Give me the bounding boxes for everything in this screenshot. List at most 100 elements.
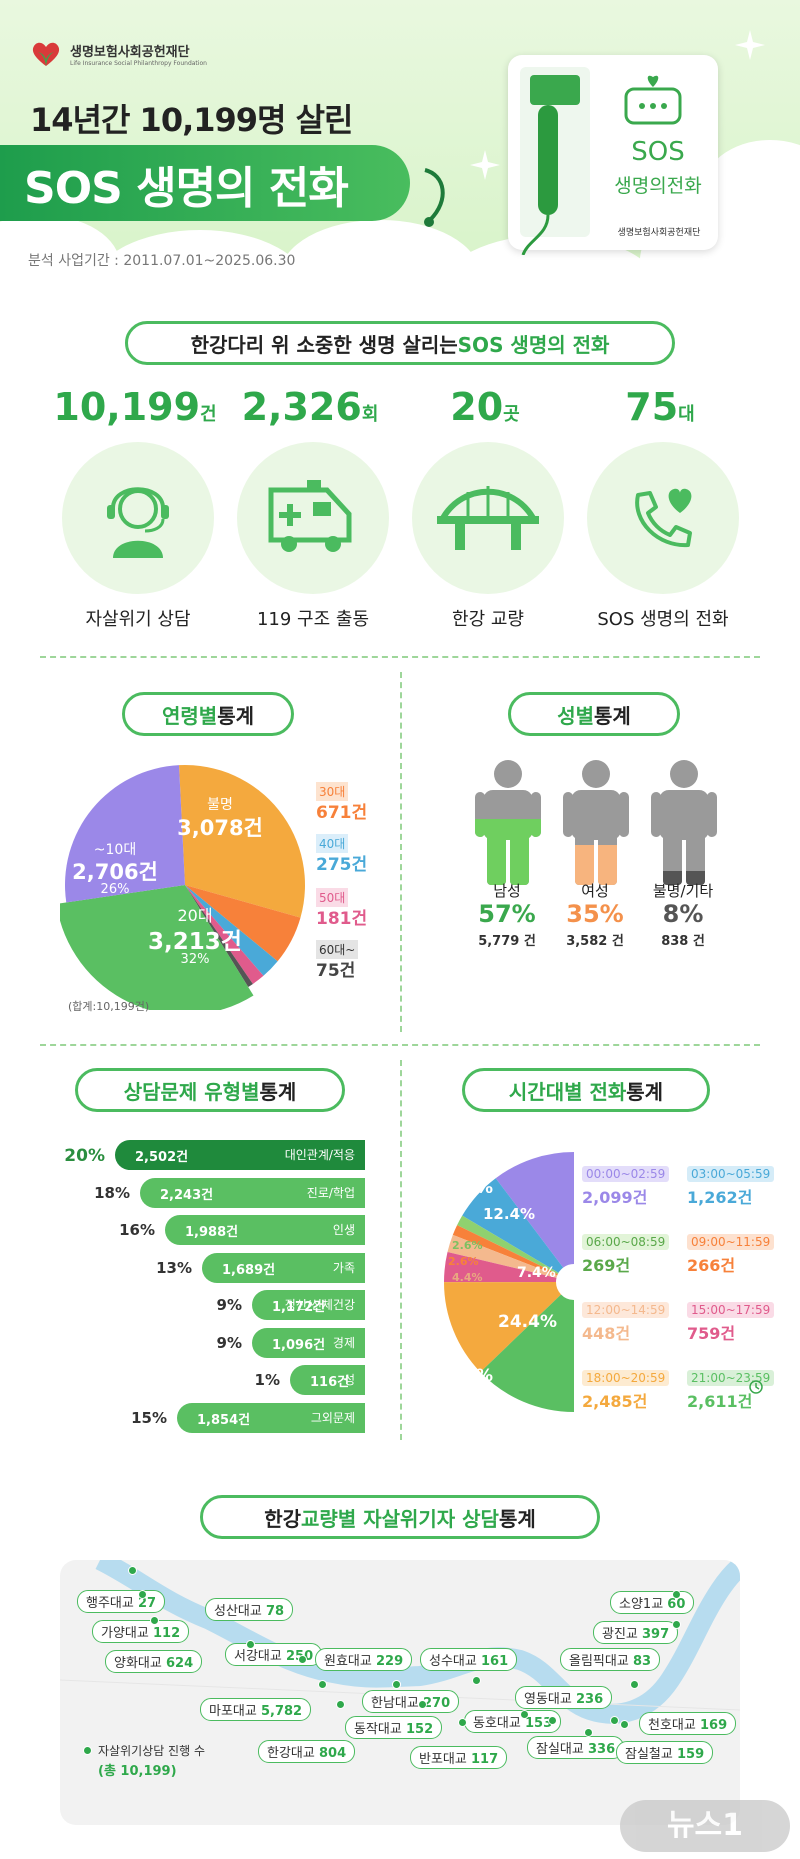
slice-pct-twenties: 32% [180,952,210,967]
org-name-en: Life Insurance Social Philanthropy Found… [70,60,207,67]
problem-pct: 1% [254,1371,280,1389]
time-range-label: 12:00~14:59 [582,1302,670,1318]
problem-title-highlight: 상담문제 유형별 [123,1079,260,1104]
bridge-dot [620,1720,629,1729]
sparkle-icon [470,150,500,180]
bridge-dot [548,1716,557,1725]
problem-pct: 15% [131,1408,167,1427]
bridge-dot [458,1718,467,1727]
bridges-legend-total: (총 10,199) [98,1764,177,1779]
bridge-label: 잠실철교 159 [616,1741,714,1764]
slice-label-unknown: 불명 [207,797,233,813]
age-title-highlight: 연령별 [161,703,218,728]
problem-bar: 2,243건 진로/학업 [140,1177,365,1208]
chat-heart-icon [624,75,682,125]
summary-title: 한강다리 위 소중한 생명 살리는 SOS 생명의 전화 [125,321,675,365]
stat-counsel-label: 자살위기 상담 [85,609,191,630]
gender-title: 성별 통계 [508,692,680,736]
age-slice-6 [65,765,185,903]
age-title-text: 통계 [217,703,254,728]
bridge-dot [630,1680,639,1689]
bridge-label: 광진교 397 [593,1621,679,1644]
problem-row: 18% 2,243건 진로/학업 [40,1177,365,1208]
problem-pct: 9% [216,1296,242,1314]
slice-label-twenties: 20대 [177,906,213,925]
gender-female-count: 3,582 건 [566,934,624,949]
divider [400,672,402,1032]
sparkle-icon [735,30,765,60]
stat-rescue-label: 119 구조 출동 [256,609,370,630]
time-range-value: 1,262건 [687,1188,753,1207]
bridge-label: 행주대교 27 [77,1590,166,1613]
person-figure-0 [475,760,541,889]
bridge-dot [392,1680,401,1689]
bridge-dot [298,1655,307,1664]
bridge-label: 한강대교 804 [258,1740,356,1763]
headset-swoosh-icon [424,168,445,227]
problem-bar: 2,502건 대인관계/적응 [115,1140,365,1170]
counselor-icon [62,442,214,594]
problem-name: 정신/신체건강 [284,1298,355,1312]
problem-name: 대인관계/적응 [284,1148,355,1162]
summary-title-highlight: SOS 생명의 전화 [457,332,610,357]
bridge-dot [150,1616,159,1625]
bridges-legend: 자살위기상담 진행 수 [98,1744,205,1758]
problem-name: 가족 [332,1260,355,1275]
time-title: 시간대별 전화 통계 [462,1068,710,1112]
time-slice-4 [447,1234,558,1278]
time-half-donut-chart [444,1152,574,1412]
bridges-title-pre: 한강 [264,1506,302,1531]
stat-rescue-number: 2,326회 [241,385,379,429]
gender-unknown-label: 불명/기타 [652,882,714,900]
time-range-value: 448건 [582,1324,631,1343]
bridge-label: 잠실대교 336 [527,1736,625,1759]
box-title-sos: SOS [631,137,685,167]
problem-row: 13% 1,689건 가족 [40,1252,365,1283]
stat-phone-number: 75대 [625,385,695,429]
bridge-label: 마포대교 5,782 [200,1698,312,1721]
ambulance-icon [237,442,389,594]
phone-handset-icon [521,105,558,255]
time-range-value: 2,611건 [687,1392,753,1411]
problem-bar: 1,988건 인생 [165,1215,365,1245]
problem-row: 1% 116건 성 [40,1365,365,1395]
bridge-dot [520,1710,529,1719]
problem-name: 경제 [332,1335,355,1350]
time-range-label: 00:00~02:59 [582,1166,670,1182]
legend-30s-value: 671건 [316,803,368,823]
headline-banner [0,145,410,221]
bridge-label: 동호대교 153 [464,1710,562,1733]
gender-male-pct: 57% [478,900,536,928]
legend-dot [83,1746,92,1755]
age-slice-2 [185,885,278,976]
sos-phone-box: SOS 생명의전화 생명보험사회공헌재단 [508,55,718,255]
bridge-label: 소양1교 60 [610,1591,695,1614]
problem-count: 1,689건 [222,1262,276,1278]
problem-row: 16% 1,988건 인생 [40,1215,365,1245]
bridge-dot [672,1590,681,1599]
bridge-dot [584,1728,593,1737]
bridge-label: 서강대교 250 [225,1643,323,1666]
bridge-label: 올림픽대교 83 [560,1648,661,1671]
time-range-label: 18:00~20:59 [582,1370,670,1386]
problem-name: 진로/학업 [306,1185,355,1200]
bridge-label: 원효대교 229 [315,1648,413,1671]
bridge-label: 가양대교 112 [92,1620,190,1643]
time-slice-1 [462,1178,564,1273]
legend-50s-label: 50대 [316,888,349,907]
bridge-dot [472,1676,481,1685]
problem-pct: 9% [216,1333,242,1352]
problem-bar: 116건 성 [290,1365,365,1395]
time-pct-3: 2.6% [448,1255,479,1268]
box-org: 생명보험사회공헌재단 [617,228,701,238]
bridge-dot [318,1680,327,1689]
time-slice-6 [444,1282,562,1373]
problem-row: 9% 1,172건 정신/신체건강 [40,1290,365,1320]
problem-pct: 20% [64,1146,105,1166]
heart-logo-icon [32,42,60,66]
bridges-title-highlight: 교량별 자살위기자 상담 [301,1506,499,1531]
problem-name: 그외문제 [310,1410,355,1425]
problem-name: 성 [343,1373,355,1387]
divider [40,1044,760,1046]
time-slice-2 [457,1215,559,1275]
